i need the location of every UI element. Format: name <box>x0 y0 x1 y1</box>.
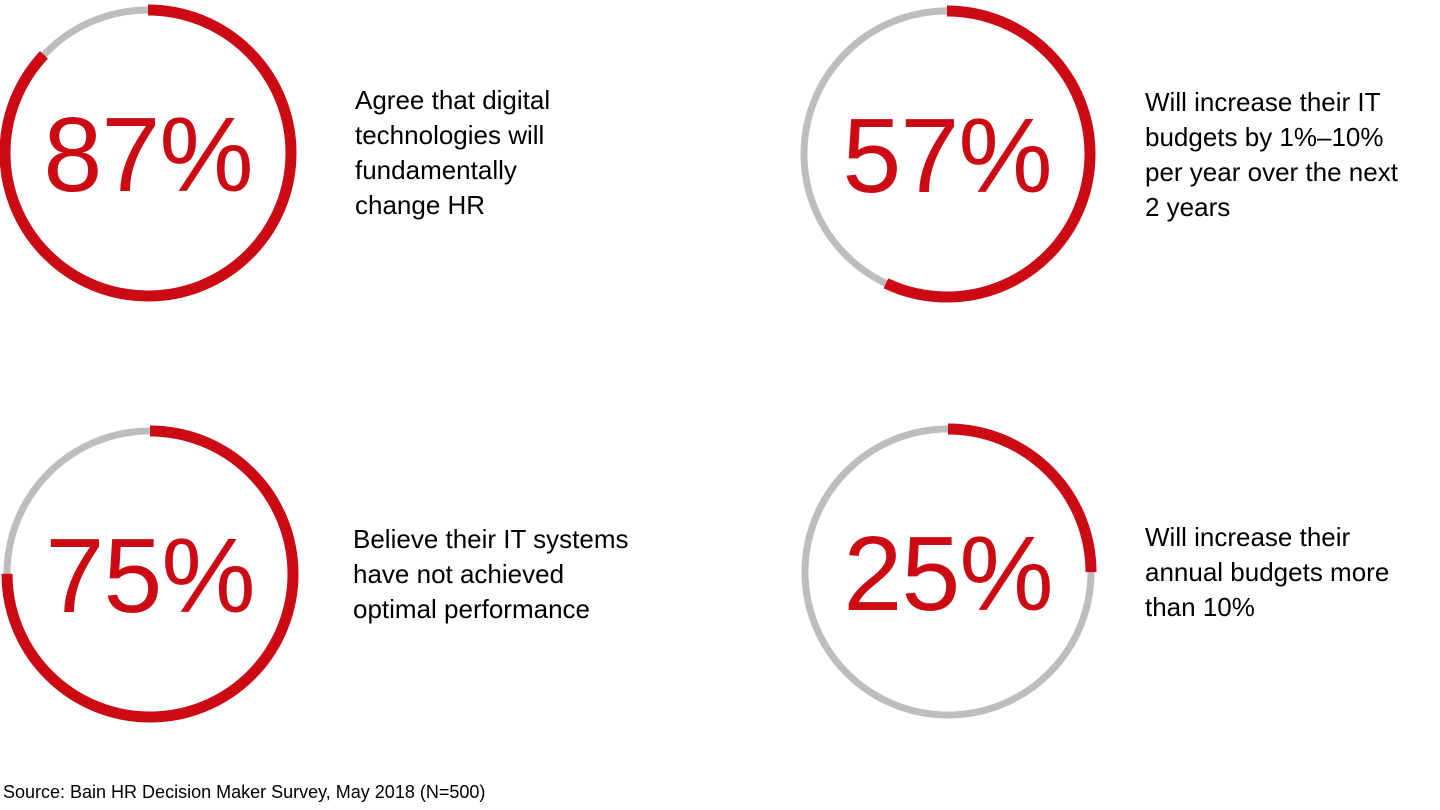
donut-chart-57: 57% <box>797 4 1097 304</box>
donut-chart-25: 25% <box>798 422 1098 722</box>
stat-description: Will increase their annual budgets more … <box>1145 522 1390 622</box>
donut-arc <box>1 425 299 723</box>
stat-percentage: 25% <box>843 515 1053 633</box>
stat-description: Will increase their IT budgets by 1%–10%… <box>1145 87 1398 222</box>
donut-ring-87 <box>0 4 297 302</box>
donut-ring-25 <box>799 423 1097 721</box>
stat-description: Agree that digital technologies will fun… <box>355 85 551 220</box>
donut-arc <box>798 5 1096 303</box>
donut-ring-57 <box>798 5 1096 303</box>
stat-description: Believe their IT systems have not achiev… <box>353 524 629 624</box>
donut-chart-87: 87% <box>0 3 298 303</box>
donut-arc <box>0 4 297 302</box>
source-note: Source: Bain HR Decision Maker Survey, M… <box>3 782 486 802</box>
donut-arc <box>799 423 1097 721</box>
stat-percentage: 75% <box>45 517 255 635</box>
stat-percentage: 87% <box>43 96 253 214</box>
donut-ring-75 <box>1 425 299 723</box>
donut-chart-75: 75% <box>0 424 300 724</box>
stat-percentage: 57% <box>842 97 1052 215</box>
